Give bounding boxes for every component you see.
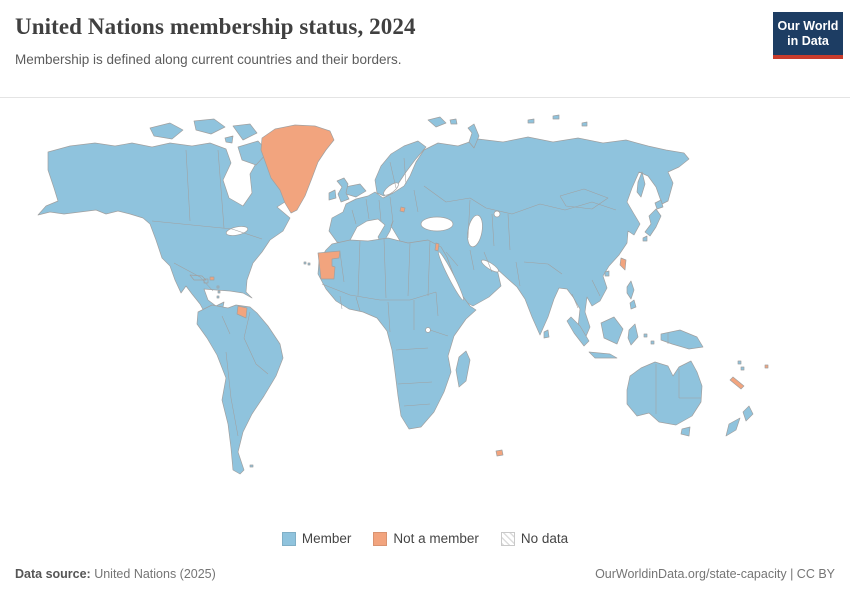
- region-french-southern-territories[interactable]: [495, 449, 504, 457]
- region-new-guinea[interactable]: [660, 329, 704, 350]
- region-arctic-canada-islands[interactable]: [149, 118, 269, 166]
- region-south-asia-islands[interactable]: [543, 270, 610, 339]
- chart-footer: Data source: United Nations (2025) OurWo…: [15, 567, 835, 581]
- country-borders: [151, 149, 701, 437]
- legend-item-not-a-member[interactable]: Not a member: [373, 531, 479, 546]
- region-kosovo[interactable]: [399, 206, 406, 213]
- region-british-isles[interactable]: [328, 177, 350, 203]
- data-source-value: United Nations (2025): [90, 567, 216, 581]
- region-pacific-territory[interactable]: [764, 364, 769, 369]
- region-greenland[interactable]: [260, 124, 335, 214]
- region-eurasia[interactable]: [328, 136, 690, 342]
- region-new-zealand[interactable]: [725, 405, 754, 437]
- region-puerto-rico[interactable]: [209, 276, 215, 281]
- member-swatch: [281, 531, 296, 546]
- region-australia[interactable]: [626, 360, 703, 437]
- region-philippines[interactable]: [626, 280, 637, 310]
- owid-logo-line1: Our World: [777, 19, 839, 33]
- region-palestine[interactable]: [434, 242, 440, 252]
- chart-subtitle: Membership is defined along current coun…: [15, 52, 402, 67]
- legend-item-no-data[interactable]: No data: [500, 531, 569, 546]
- sea-persian-gulf: [481, 259, 499, 273]
- footer-separator: |: [786, 567, 797, 581]
- footer-link[interactable]: OurWorldinData.org/state-capacity: [595, 567, 787, 581]
- data-source: Data source: United Nations (2025): [15, 567, 216, 581]
- region-indonesia[interactable]: [566, 316, 655, 359]
- region-north-america[interactable]: [37, 142, 293, 334]
- region-western-sahara[interactable]: [317, 250, 341, 280]
- legend-label-no-data: No data: [520, 531, 569, 546]
- data-source-label: Data source:: [15, 567, 91, 581]
- owid-logo-line2: in Data: [787, 33, 829, 48]
- sea-baltic: [383, 182, 399, 196]
- page-title: United Nations membership status, 2024: [15, 14, 416, 39]
- lake-victoria: [425, 327, 431, 333]
- sea-aral: [493, 210, 501, 218]
- region-arctic-russia-islands[interactable]: [427, 114, 588, 149]
- region-french-guiana[interactable]: [236, 305, 248, 319]
- region-taiwan[interactable]: [619, 257, 627, 271]
- owid-logo[interactable]: Our World in Data: [773, 12, 843, 59]
- region-south-america[interactable]: [196, 304, 284, 475]
- legend-label-not-a-member: Not a member: [393, 531, 479, 546]
- region-caribbean-islands[interactable]: [189, 261, 311, 468]
- legend-label-member: Member: [301, 531, 352, 546]
- legend-item-member[interactable]: Member: [281, 531, 352, 546]
- license-badge: CC BY: [796, 567, 835, 581]
- sea-caspian: [467, 214, 483, 248]
- region-new-caledonia[interactable]: [729, 376, 745, 390]
- region-madagascar[interactable]: [455, 350, 471, 388]
- not-a-member-swatch: [373, 531, 388, 546]
- region-sakhalin[interactable]: [636, 171, 646, 198]
- header-divider: [0, 97, 850, 98]
- region-japan[interactable]: [642, 199, 664, 242]
- sea-red-sea: [438, 251, 464, 301]
- no-data-swatch: [500, 531, 515, 546]
- sea-black-sea: [420, 216, 454, 232]
- footer-right: OurWorldinData.org/state-capacity | CC B…: [595, 567, 835, 581]
- region-africa[interactable]: [317, 237, 477, 430]
- region-iceland[interactable]: [344, 183, 367, 198]
- map-legend: Member Not a member No data: [0, 531, 850, 546]
- region-vanuatu[interactable]: [737, 360, 745, 371]
